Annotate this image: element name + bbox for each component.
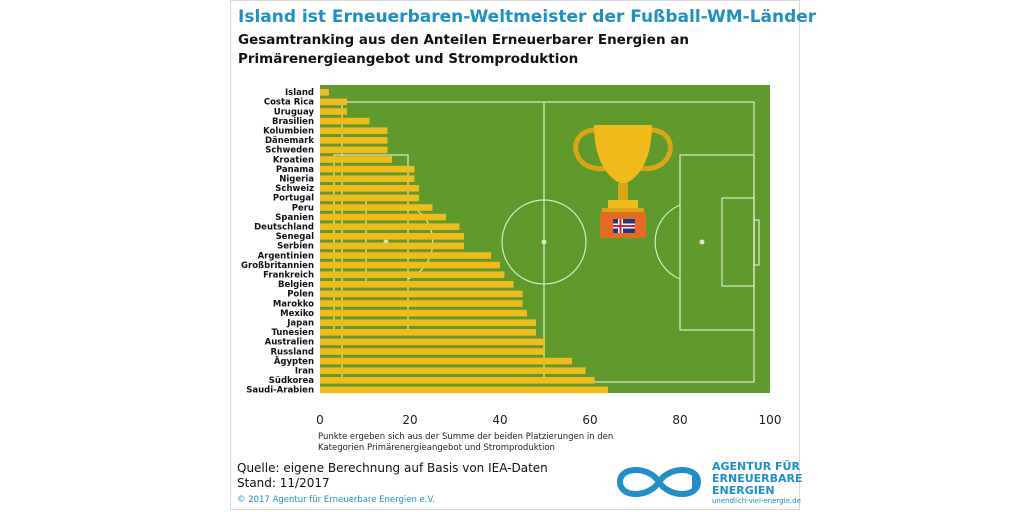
category-label: Polen <box>287 290 314 300</box>
x-tick-label: 0 <box>316 413 324 427</box>
bar-Großbritannien <box>320 261 500 269</box>
category-label: Island <box>285 88 314 98</box>
source-text: Quelle: eigene Berechnung auf Basis von … <box>237 461 548 475</box>
bar-Tunesien <box>320 329 536 336</box>
bar-Nigeria <box>320 175 415 182</box>
bar-Mexiko <box>320 309 527 317</box>
category-label: Dänemark <box>265 136 314 146</box>
bar-Peru <box>320 204 433 211</box>
category-label: Mexiko <box>280 309 314 319</box>
iceland-flag-icon <box>613 219 635 233</box>
chart-title: Island ist Erneuerbaren-Weltmeister der … <box>238 7 817 27</box>
logo-url: unendlich-viel-energie.de <box>712 497 801 505</box>
category-label: Kroatien <box>273 155 314 165</box>
chart-subtitle-line2: Primärenergieangebot und Stromproduktion <box>238 51 579 67</box>
bar-Brasilien <box>320 117 370 125</box>
category-label: Portugal <box>273 194 314 204</box>
bar-Costa Rica <box>320 98 347 106</box>
category-label: Ägypten <box>274 356 314 367</box>
bar-Deutschland <box>320 223 460 230</box>
footnote-line1: Punkte ergeben sich aus der Summe der be… <box>318 432 614 442</box>
category-label: Panama <box>276 165 314 175</box>
bar-Serbien <box>320 242 464 250</box>
category-label: Brasilien <box>272 117 314 127</box>
bar-Kolumbien <box>320 127 388 134</box>
x-tick-label: 40 <box>492 413 507 427</box>
category-label: Frankreich <box>263 271 314 281</box>
date-text: Stand: 11/2017 <box>237 476 330 490</box>
category-label: Schweiz <box>275 184 314 194</box>
category-label: Russland <box>270 347 314 357</box>
category-label: Uruguay <box>274 107 315 117</box>
category-label: Australien <box>265 338 314 348</box>
bar-Senegal <box>320 233 464 240</box>
category-label: Peru <box>292 203 314 213</box>
category-label: Schweden <box>265 146 314 156</box>
footnote-line2: Kategorien Primärenergieangebot und Stro… <box>318 443 555 453</box>
category-label: Spanien <box>275 213 314 223</box>
bar-Argentinien <box>320 252 491 259</box>
bar-Saudi-Arabien <box>320 386 608 394</box>
category-label: Großbritannien <box>241 261 314 271</box>
bar-Russland <box>320 348 545 355</box>
category-label: Südkorea <box>269 376 314 386</box>
category-label: Marokko <box>273 299 314 309</box>
category-label: Argentinien <box>258 251 314 261</box>
category-label: Japan <box>286 319 314 329</box>
bar-Japan <box>320 319 536 326</box>
x-tick-label: 60 <box>582 413 597 427</box>
category-label: Senegal <box>276 232 315 242</box>
bar-Island <box>320 89 329 96</box>
category-label: Iran <box>295 367 314 377</box>
bar-Frankreich <box>320 271 505 278</box>
bar-Polen <box>320 290 523 298</box>
bar-Kroatien <box>320 156 392 163</box>
logo-text-line2: ERNEUERBARE <box>712 472 803 485</box>
category-label: Serbien <box>277 242 314 252</box>
bar-Uruguay <box>320 108 347 115</box>
x-tick-label: 20 <box>402 413 417 427</box>
logo-text-line1: AGENTUR FÜR <box>712 460 800 473</box>
bar-Panama <box>320 165 415 173</box>
bar-Belgien <box>320 281 514 288</box>
bar-Südkorea <box>320 377 595 384</box>
category-label: Kolumbien <box>263 127 314 137</box>
category-label: Tunesien <box>271 328 314 338</box>
bar-Marokko <box>320 300 523 307</box>
bar-Schweden <box>320 146 388 154</box>
category-label: Costa Rica <box>264 98 314 108</box>
copyright-text: © 2017 Agentur für Erneuerbare Energien … <box>237 495 435 505</box>
x-tick-label: 80 <box>672 413 687 427</box>
category-label: Deutschland <box>254 223 314 233</box>
category-label: Nigeria <box>279 175 314 185</box>
chart-subtitle-line1: Gesamtranking aus den Anteilen Erneuerba… <box>238 32 689 48</box>
bar-Spanien <box>320 213 446 221</box>
bar-Australien <box>320 338 545 346</box>
infinity-logo-icon <box>616 467 702 497</box>
bar-Iran <box>320 367 586 374</box>
bar-Ägypten <box>320 357 572 365</box>
x-tick-label: 100 <box>759 413 782 427</box>
bar-Portugal <box>320 194 419 202</box>
bar-Schweiz <box>320 185 419 192</box>
category-label: Saudi-Arabien <box>246 386 314 396</box>
bar-Dänemark <box>320 137 388 144</box>
category-label: Belgien <box>278 280 314 290</box>
logo-text-line3: ENERGIEN <box>712 484 775 497</box>
trophy-icon <box>573 125 673 238</box>
